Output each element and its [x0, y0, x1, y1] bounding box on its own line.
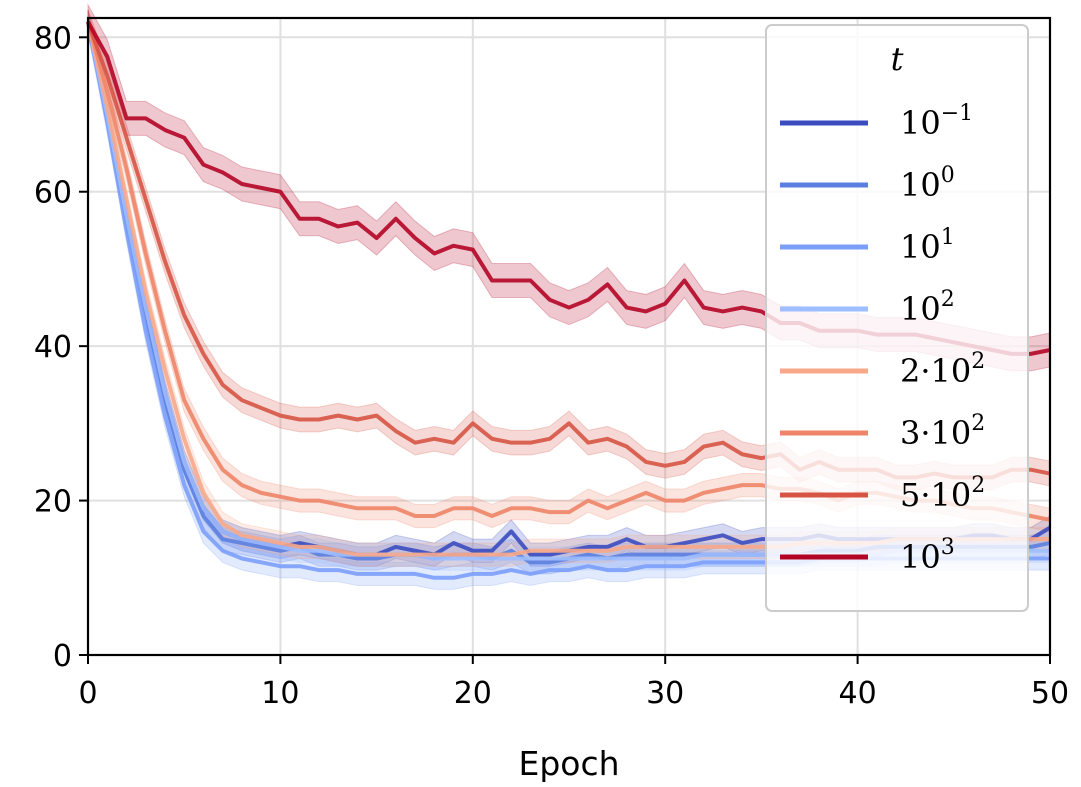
legend: t 10−1 100 101 102 2·102 3·102 5·102 103 [765, 24, 1029, 612]
y-tick-label: 0 [53, 639, 72, 674]
y-tick-label: 60 [34, 176, 72, 211]
legend-title: t [891, 40, 904, 78]
x-tick-label: 20 [454, 676, 492, 711]
x-tick-label: 0 [78, 676, 97, 711]
legend-label: 100 [900, 163, 955, 204]
axis-ticks: 0 10 20 30 40 50 0 20 40 60 80 [34, 21, 1069, 711]
legend-label: 102 [900, 287, 955, 328]
y-tick-label: 20 [34, 485, 72, 520]
x-tick-label: 40 [839, 676, 877, 711]
x-tick-label: 30 [646, 676, 684, 711]
y-tick-label: 40 [34, 330, 72, 365]
x-tick-label: 10 [261, 676, 299, 711]
plot-frame [86, 16, 1052, 657]
legend-label: 103 [900, 535, 955, 576]
legend-label: 3·102 [900, 411, 985, 452]
legend-label: 101 [900, 225, 955, 266]
legend-label: 5·102 [900, 473, 985, 514]
x-axis-label: Epoch [518, 744, 619, 783]
y-tick-label: 80 [34, 21, 72, 56]
legend-box [765, 24, 1029, 612]
legend-label: 10−1 [900, 101, 973, 142]
x-tick-label: 50 [1031, 676, 1069, 711]
legend-label: 2·102 [900, 349, 985, 390]
